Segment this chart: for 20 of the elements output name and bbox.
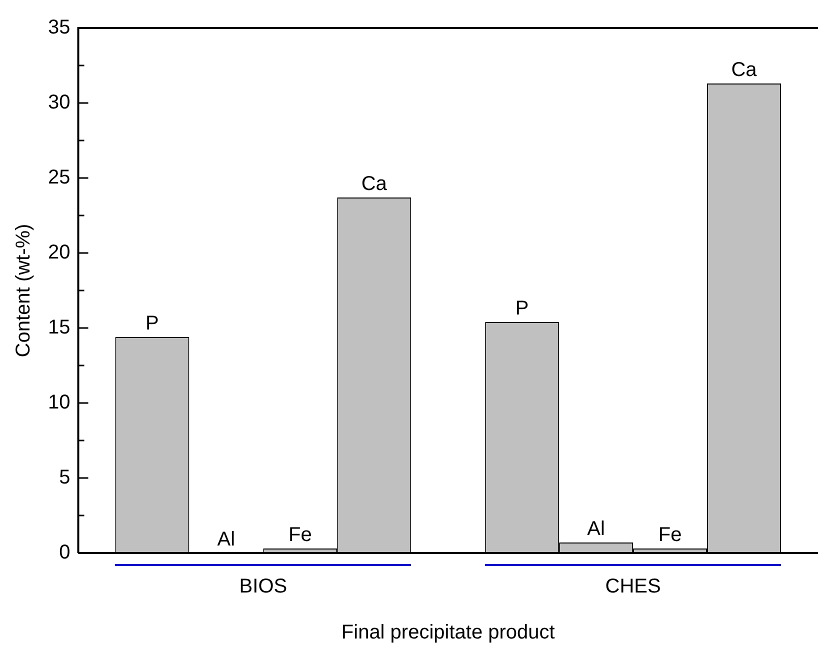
text: Fe (658, 524, 682, 546)
y-tick-label: 0 (59, 542, 70, 564)
x-axis-title: Final precipitate product (341, 622, 556, 644)
y-tick-label: 30 (48, 92, 70, 114)
x-tick-label: CHES (605, 576, 661, 598)
series-label: Al (587, 518, 605, 540)
text: P (515, 298, 529, 320)
series-label: Ca (731, 59, 758, 82)
y-tick-label: 10 (48, 392, 70, 414)
series-label: Fe (288, 524, 312, 546)
y-tick-label: 15 (48, 316, 70, 339)
y-tick-label: 25 (48, 166, 70, 189)
y-axis-title: Content (wt-%) (12, 224, 35, 358)
series-label: P (146, 312, 159, 335)
text: Al (217, 528, 236, 551)
x-tick-label: BIOS (239, 576, 288, 598)
y-tick-label: 5 (59, 466, 70, 489)
y-tick-label: 20 (48, 242, 70, 264)
text: Ca (361, 173, 387, 196)
y-tick-label: 35 (48, 16, 70, 39)
